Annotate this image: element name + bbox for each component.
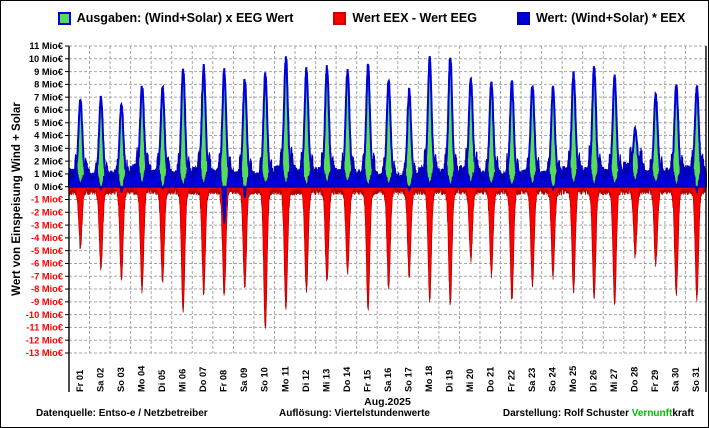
- svg-text:Do 21: Do 21: [486, 367, 496, 392]
- svg-text:So 17: So 17: [404, 367, 414, 392]
- svg-text:Di 05: Di 05: [157, 370, 167, 392]
- brand-kraft: kraft: [672, 408, 694, 419]
- svg-text:-4 Mio€: -4 Mio€: [31, 233, 63, 243]
- svg-text:Di 12: Di 12: [301, 370, 311, 392]
- svg-text:Fr 22: Fr 22: [506, 370, 516, 392]
- svg-text:7 Mio€: 7 Mio€: [34, 92, 63, 102]
- y-axis-title: Wert von Einspeisung Wind + Solar: [11, 102, 23, 296]
- svg-text:Mi 13: Mi 13: [321, 369, 331, 392]
- svg-text:8 Mio€: 8 Mio€: [34, 80, 63, 90]
- blue-area-swatch-icon: [516, 11, 530, 25]
- legend-label-ausgaben: Ausgaben: (Wind+Solar) x EEG Wert: [76, 11, 294, 25]
- svg-text:-8 Mio€: -8 Mio€: [31, 284, 63, 294]
- svg-text:Mo 25: Mo 25: [568, 366, 578, 392]
- svg-text:11 Mio€: 11 Mio€: [29, 41, 63, 51]
- svg-text:-2 Mio€: -2 Mio€: [31, 207, 63, 217]
- svg-text:Do 14: Do 14: [342, 366, 352, 392]
- footer-datasource: Datenquelle: Entso-e / Netzbetreiber: [36, 408, 208, 419]
- svg-text:9 Mio€: 9 Mio€: [34, 67, 63, 77]
- svg-text:Sa 23: Sa 23: [527, 368, 537, 392]
- svg-text:Do 07: Do 07: [198, 367, 208, 392]
- svg-text:Mo 18: Mo 18: [424, 366, 434, 392]
- svg-text:Di 19: Di 19: [445, 370, 455, 392]
- svg-text:Fr 08: Fr 08: [219, 370, 229, 392]
- svg-text:Sa 16: Sa 16: [383, 368, 393, 392]
- legend-label-eex-minus-eeg: Wert EEX - Wert EEG: [352, 11, 477, 25]
- svg-text:So 24: So 24: [547, 366, 557, 392]
- legend-label-wert-eex: Wert: (Wind+Solar) * EEX: [535, 11, 686, 25]
- svg-text:Sa 02: Sa 02: [95, 368, 105, 392]
- legend-item-wert-eex: Wert: (Wind+Solar) * EEX: [516, 11, 686, 25]
- svg-text:-1 Mio€: -1 Mio€: [31, 195, 63, 205]
- svg-text:Sa 09: Sa 09: [239, 368, 249, 392]
- svg-text:Mo 11: Mo 11: [280, 366, 290, 392]
- svg-text:0 Mio€: 0 Mio€: [34, 182, 63, 192]
- svg-text:5 Mio€: 5 Mio€: [34, 118, 63, 128]
- svg-text:Do 28: Do 28: [630, 367, 640, 392]
- svg-text:Mi 27: Mi 27: [609, 369, 619, 392]
- svg-text:-11 Mio€: -11 Mio€: [26, 323, 63, 333]
- svg-text:-10 Mio€: -10 Mio€: [26, 310, 63, 320]
- footer-credit: Darstellung: Rolf Schuster Vernunftkraft: [503, 408, 694, 419]
- svg-text:Aug.2025: Aug.2025: [364, 396, 411, 408]
- svg-text:-5 Mio€: -5 Mio€: [31, 246, 63, 256]
- svg-text:Mo 04: Mo 04: [136, 365, 146, 392]
- chart-legend: Ausgaben: (Wind+Solar) x EEG Wert Wert E…: [35, 6, 708, 30]
- svg-text:Mi 06: Mi 06: [178, 369, 188, 392]
- svg-text:Fr 01: Fr 01: [75, 370, 85, 392]
- svg-text:So 31: So 31: [691, 367, 701, 392]
- svg-text:-9 Mio€: -9 Mio€: [31, 297, 63, 307]
- svg-text:-13 Mio€: -13 Mio€: [26, 348, 63, 358]
- footer-resolution: Auflösung: Viertelstundenwerte: [279, 408, 430, 419]
- legend-item-ausgaben: Ausgaben: (Wind+Solar) x EEG Wert: [57, 11, 294, 25]
- svg-text:1 Mio€: 1 Mio€: [34, 169, 63, 179]
- svg-text:10 Mio€: 10 Mio€: [29, 54, 63, 64]
- legend-item-eex-minus-eeg: Wert EEX - Wert EEG: [333, 11, 477, 25]
- svg-text:Di 26: Di 26: [589, 370, 599, 392]
- svg-text:2 Mio€: 2 Mio€: [34, 156, 63, 166]
- svg-text:So 10: So 10: [260, 367, 270, 392]
- svg-text:3 Mio€: 3 Mio€: [34, 144, 63, 154]
- svg-text:-12 Mio€: -12 Mio€: [26, 335, 63, 345]
- svg-text:-6 Mio€: -6 Mio€: [31, 259, 63, 269]
- svg-text:Fr 29: Fr 29: [650, 370, 660, 392]
- svg-text:4 Mio€: 4 Mio€: [34, 131, 63, 141]
- svg-text:-3 Mio€: -3 Mio€: [31, 220, 63, 230]
- green-area-swatch-icon: [57, 11, 71, 25]
- brand-vernunft: Vernunft: [631, 408, 673, 419]
- svg-text:-7 Mio€: -7 Mio€: [31, 271, 63, 281]
- footer-credit-label: Darstellung: Rolf Schuster: [502, 408, 632, 419]
- svg-text:So 03: So 03: [116, 367, 126, 392]
- red-area-swatch-icon: [333, 11, 347, 25]
- svg-text:Mi 20: Mi 20: [465, 369, 475, 392]
- svg-text:Sa 30: Sa 30: [671, 368, 681, 392]
- svg-text:6 Mio€: 6 Mio€: [34, 105, 63, 115]
- footer: Auflösung: Viertelstundenwerte Datenquel…: [1, 408, 708, 423]
- svg-text:Fr 15: Fr 15: [363, 370, 373, 392]
